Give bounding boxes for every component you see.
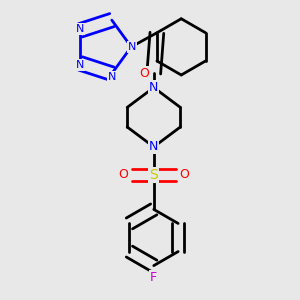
Text: N: N [76, 24, 84, 34]
Text: N: N [108, 72, 117, 82]
Text: N: N [149, 140, 158, 153]
Text: N: N [128, 42, 136, 52]
Text: S: S [149, 168, 158, 182]
Text: O: O [179, 169, 189, 182]
Text: O: O [118, 169, 128, 182]
Text: N: N [149, 81, 158, 94]
Text: O: O [140, 67, 149, 80]
Text: N: N [76, 60, 84, 70]
Text: F: F [150, 271, 157, 284]
